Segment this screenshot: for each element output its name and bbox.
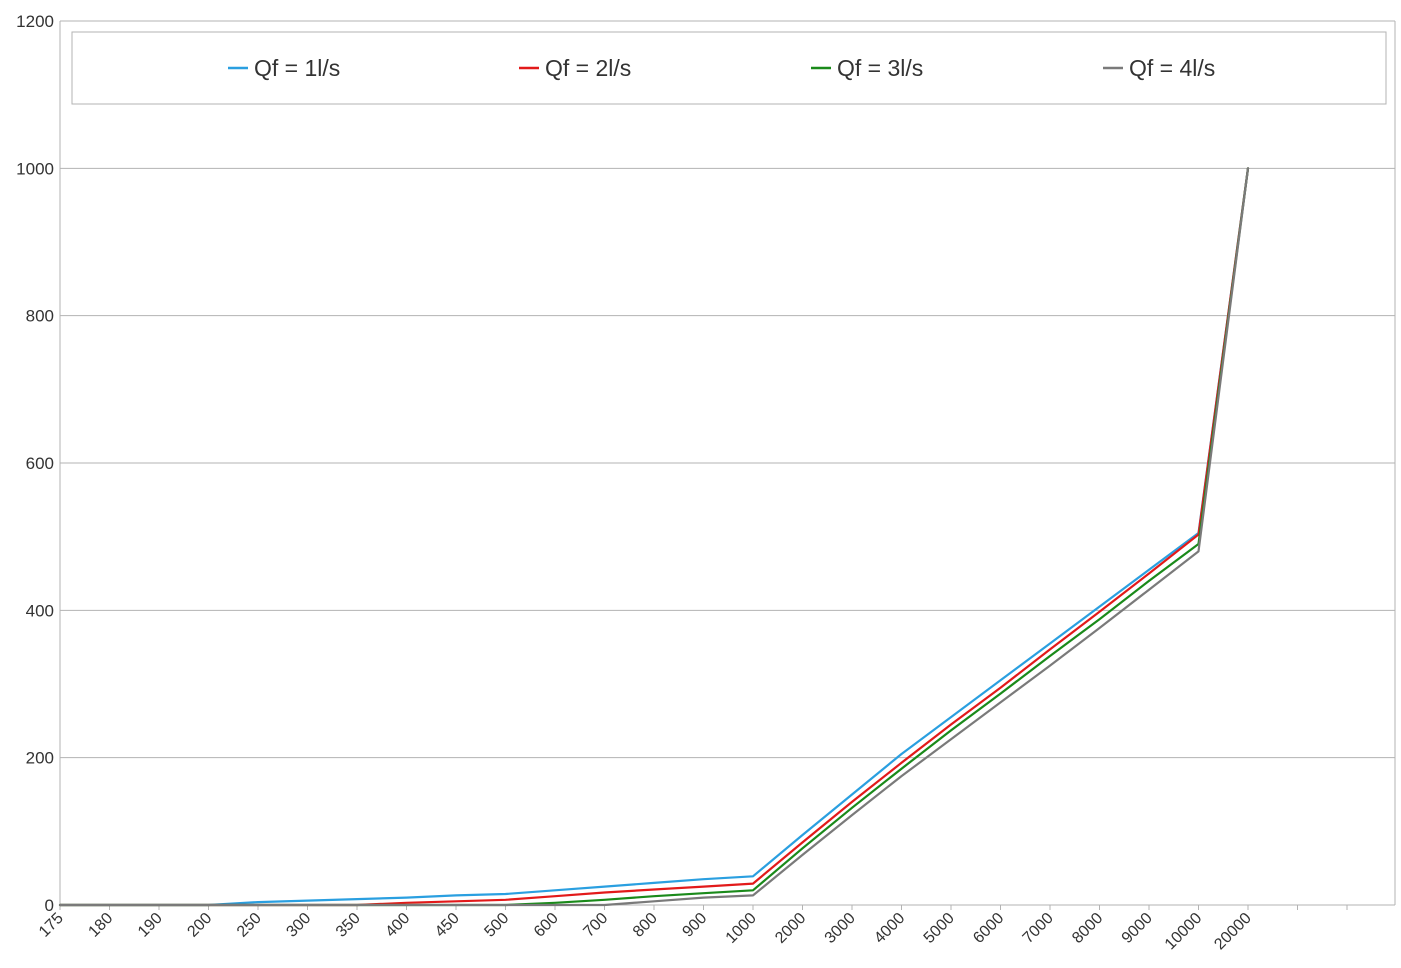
x-tick-label: 3000 xyxy=(822,910,859,947)
y-tick-label: 800 xyxy=(26,307,54,326)
axis-layer: 0 200 400 600 800 1000 1200 175 180 190 200 250 300 3… xyxy=(16,12,1395,953)
x-tick-label: 6000 xyxy=(970,910,1007,947)
y-tick-label: 1200 xyxy=(16,12,54,31)
x-tick-label: 900 xyxy=(679,910,710,941)
x-tick-label: 8000 xyxy=(1069,910,1106,947)
legend: Qf = 1l/s Qf = 2l/s Qf = 3l/s Qf = 4l/s xyxy=(71,31,1387,105)
x-tick-label: 1000 xyxy=(723,910,760,947)
legend-entry-label: Qf = 3l/s xyxy=(837,55,923,81)
x-tick-label: 175 xyxy=(36,910,67,941)
legend-entry-label: Qf = 2l/s xyxy=(545,55,631,81)
x-tick-label: 9000 xyxy=(1119,910,1156,947)
x-tick-label: 800 xyxy=(630,910,661,941)
x-tick-label: 350 xyxy=(333,910,364,941)
x-tick-label: 400 xyxy=(382,910,413,941)
y-tick-label: 200 xyxy=(26,749,54,768)
x-tick-label: 7000 xyxy=(1020,910,1057,947)
grid-layer xyxy=(59,20,1396,906)
x-tick-label: 300 xyxy=(283,910,314,941)
y-tick-label: 1000 xyxy=(16,159,54,178)
legend-entry-label: Qf = 4l/s xyxy=(1129,55,1215,81)
x-tick-label: 10000 xyxy=(1162,910,1206,954)
legend-box xyxy=(71,31,1387,105)
x-tick-label: 180 xyxy=(85,910,116,941)
y-tick-label: 600 xyxy=(26,454,54,473)
x-tick-label: 250 xyxy=(234,910,265,941)
x-tick-label: 190 xyxy=(135,910,166,941)
x-tick-label: 450 xyxy=(432,910,463,941)
series-line-2 xyxy=(58,167,1250,907)
series-line-1 xyxy=(58,167,1250,907)
x-tick-label: 500 xyxy=(481,910,512,941)
series-layer xyxy=(58,167,1250,907)
x-tick-label: 20000 xyxy=(1211,910,1255,954)
x-tick-label: 200 xyxy=(184,910,215,941)
x-tick-label: 5000 xyxy=(921,910,958,947)
x-tick-label: 700 xyxy=(580,910,611,941)
y-tick-label: 0 xyxy=(45,896,54,915)
series-line-4 xyxy=(58,167,1250,907)
legend-entry-label: Qf = 1l/s xyxy=(254,55,340,81)
y-tick-label: 400 xyxy=(26,601,54,620)
x-tick-label: 600 xyxy=(531,910,562,941)
x-tick-label: 4000 xyxy=(871,910,908,947)
series-line-3 xyxy=(58,167,1250,907)
x-tick-label: 2000 xyxy=(772,910,809,947)
